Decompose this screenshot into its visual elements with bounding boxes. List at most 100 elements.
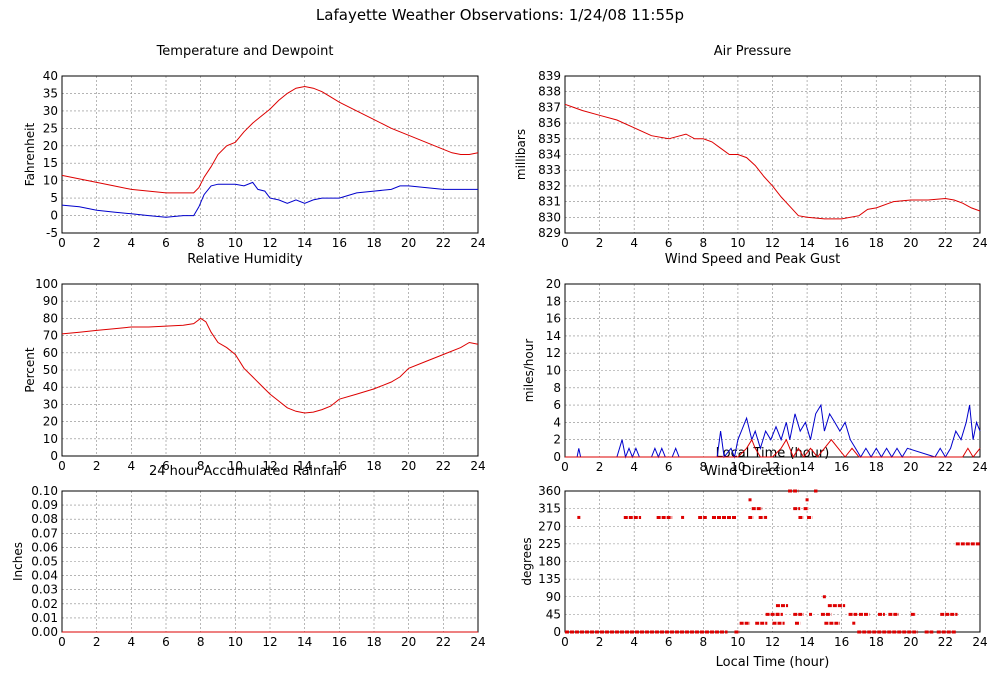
x-tick-label: 16: [332, 236, 347, 250]
y-tick-label: 35: [43, 86, 58, 100]
x-tick-label: 12: [262, 236, 277, 250]
x-tick-label: 0: [58, 635, 66, 649]
panel-pressure: Air Pressure 0 2 4 6 8 10 12 14 16 18 20 22 24 829 830…: [505, 44, 1000, 250]
x-tick-label: 18: [869, 460, 884, 474]
chart-title: Relative Humidity: [187, 252, 303, 267]
x-tick-label: 0: [561, 635, 569, 649]
y-tick-label: 70: [43, 329, 58, 343]
x-tick-label: 20: [401, 635, 416, 649]
y-tick-label: 831: [538, 195, 561, 209]
x-tick-label: 8: [700, 635, 708, 649]
x-tick-label: 10: [228, 635, 243, 649]
y-tick-label: 45: [546, 607, 561, 621]
y-tick-label: 5: [50, 191, 58, 205]
y-axis-label: millibars: [514, 129, 528, 180]
pressure-chart: 0 2 4 6 8 10 12 14 16 18 20 22 248298308318328338348…: [514, 69, 988, 250]
x-tick-label: 2: [596, 236, 604, 250]
y-tick-label: 15: [43, 156, 58, 170]
x-tick-label: 24: [972, 460, 987, 474]
y-axis-label: Fahrenheit: [23, 122, 37, 186]
panel-wind-direction: Wind Direction 0 2 4 6 8 10 12 14 16 18 20 22 24 0 45 9…: [505, 464, 1000, 674]
y-tick-label: 0: [50, 449, 58, 463]
y-tick-label: 30: [43, 104, 58, 118]
chart-title: Wind Direction: [704, 464, 801, 479]
y-tick-label: 2: [553, 433, 561, 447]
x-tick-label: 10: [730, 236, 745, 250]
x-tick-label: 20: [401, 459, 416, 473]
plot-frame: [61, 283, 479, 457]
x-tick-label: 22: [436, 236, 451, 250]
x-tick-label: 6: [665, 236, 673, 250]
panel-humidity: Relative Humidity 0 2 4 6 8 10 12 14 16 18 20 22 24 0…: [0, 252, 490, 473]
y-tick-label: 0.03: [31, 583, 58, 597]
y-tick-label: 832: [538, 179, 561, 193]
x-tick-label: 16: [332, 635, 347, 649]
x-tick-label: 8: [197, 635, 205, 649]
x-tick-label: 18: [366, 635, 381, 649]
x-tick-label: 8: [197, 459, 205, 473]
y-tick-label: 4: [553, 415, 561, 429]
y-tick-label: 50: [43, 363, 58, 377]
x-tick-label: 2: [93, 459, 101, 473]
y-tick-label: 90: [546, 590, 561, 604]
chart-title: Air Pressure: [713, 44, 792, 59]
x-tick-label: 14: [297, 236, 312, 250]
x-tick-label: 16: [834, 460, 849, 474]
y-tick-label: 0.09: [31, 498, 58, 512]
direction-point: [764, 515, 768, 519]
x-tick-label: 22: [436, 635, 451, 649]
chart-title: 24 hour Accumulated Rainfall: [148, 464, 342, 479]
x-tick-label: 6: [162, 635, 170, 649]
x-tick-label: 8: [700, 236, 708, 250]
x-axis-label: Local Time (hour): [716, 446, 830, 461]
series-line-0: [565, 403, 981, 459]
chart-title: Temperature and Dewpoint: [156, 44, 334, 59]
y-tick-label: 834: [538, 148, 561, 162]
y-tick-label: 0.01: [31, 611, 58, 625]
y-tick-label: 830: [538, 210, 561, 224]
y-tick-label: 6: [553, 398, 561, 412]
direction-point: [748, 498, 752, 502]
x-tick-label: 0: [58, 236, 66, 250]
plot-frame: [564, 75, 981, 234]
wind-speed-chart: 0 2 4 6 8 10 12 14 16 18 20 22 2402468101214161820mi…: [522, 277, 988, 474]
x-tick-label: 14: [799, 236, 814, 250]
y-tick-label: 10: [43, 432, 58, 446]
direction-point: [822, 595, 826, 599]
x-tick-label: 18: [366, 459, 381, 473]
x-tick-label: 24: [470, 459, 485, 473]
x-tick-label: 2: [596, 460, 604, 474]
y-tick-label: 0.04: [31, 569, 58, 583]
y-tick-label: 835: [538, 132, 561, 146]
direction-point: [681, 515, 685, 519]
y-tick-label: 360: [538, 484, 561, 498]
x-tick-label: 6: [162, 236, 170, 250]
series-line-0: [61, 85, 479, 194]
y-tick-label: 180: [538, 555, 561, 569]
wind-direction-chart: 0 2 4 6 8 10 12 14 16 18 20 22 240459013518022527031…: [520, 484, 988, 670]
y-tick-label: 25: [43, 121, 58, 135]
y-tick-label: 315: [538, 502, 561, 516]
direction-point: [577, 515, 581, 519]
x-tick-label: 10: [228, 236, 243, 250]
x-tick-label: 18: [869, 236, 884, 250]
y-axis-label: Percent: [23, 347, 37, 392]
y-tick-label: 100: [35, 277, 58, 291]
x-tick-label: 18: [366, 236, 381, 250]
x-tick-label: 20: [903, 635, 918, 649]
x-tick-label: 20: [903, 236, 918, 250]
x-tick-label: 14: [799, 635, 814, 649]
x-tick-label: 4: [630, 460, 638, 474]
y-tick-label: 40: [43, 69, 58, 83]
y-tick-label: 836: [538, 116, 561, 130]
y-tick-label: 16: [546, 312, 561, 326]
direction-point: [852, 621, 856, 625]
y-axis-label: miles/hour: [522, 339, 536, 403]
y-tick-label: 839: [538, 69, 561, 83]
y-tick-label: 90: [43, 294, 58, 308]
y-tick-label: 0.07: [31, 526, 58, 540]
y-tick-label: 0: [553, 450, 561, 464]
plot-frame: [61, 75, 479, 234]
x-tick-label: 2: [93, 635, 101, 649]
y-tick-label: 12: [546, 346, 561, 360]
